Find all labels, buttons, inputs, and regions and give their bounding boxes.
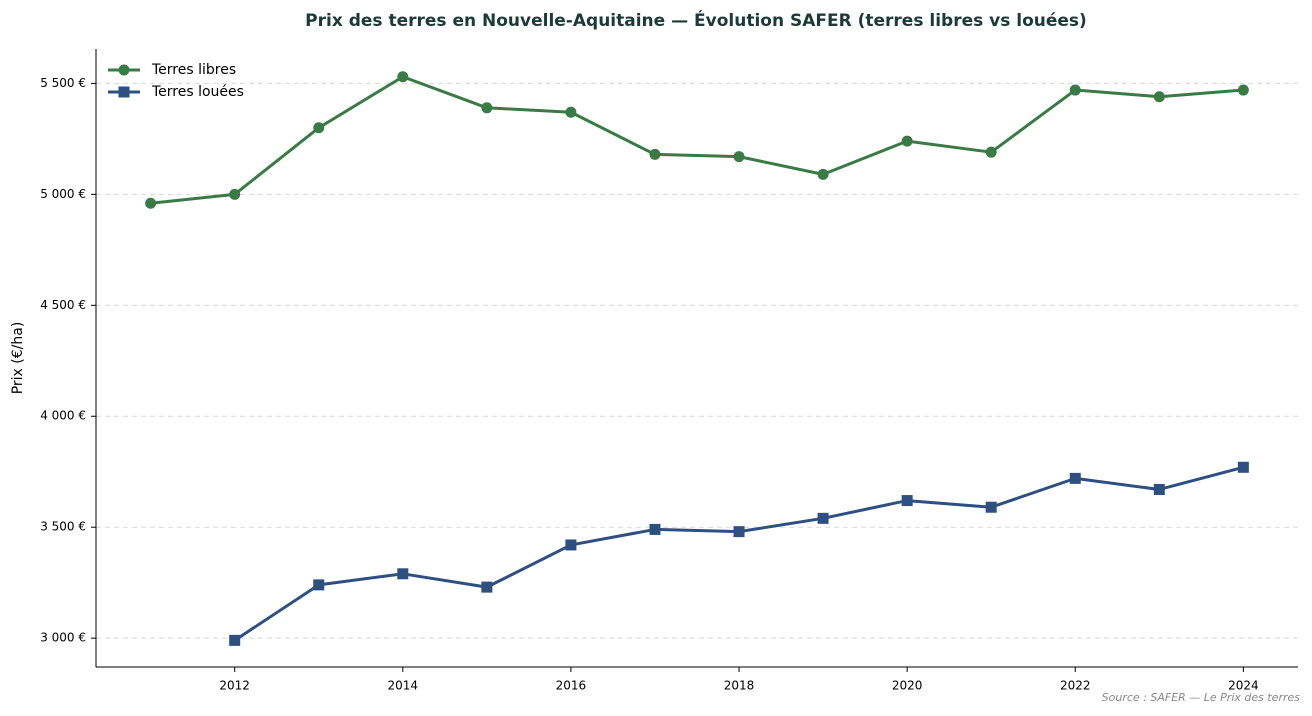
- marker: [118, 64, 130, 76]
- marker: [985, 146, 997, 158]
- chart-title: Prix des terres en Nouvelle-Aquitaine — …: [305, 9, 1087, 31]
- y-tick-label: 3 500 €: [40, 520, 86, 534]
- marker: [145, 197, 157, 209]
- marker: [481, 581, 493, 593]
- y-tick-label: 3 000 €: [40, 631, 86, 645]
- marker: [1069, 472, 1081, 484]
- marker: [649, 148, 661, 160]
- y-tick-label: 5 500 €: [40, 76, 86, 90]
- marker: [1237, 84, 1249, 96]
- y-axis-label: Prix (€/ha): [10, 322, 26, 395]
- marker: [901, 135, 913, 147]
- marker: [229, 188, 241, 200]
- marker: [733, 526, 745, 538]
- marker: [649, 523, 661, 535]
- legend-label: Terres louées: [151, 84, 244, 100]
- y-tick-label: 5 000 €: [40, 187, 86, 201]
- series-line: [233, 465, 1244, 642]
- marker: [565, 539, 577, 551]
- x-tick-label: 2012: [219, 679, 250, 693]
- x-tick-label: 2022: [1060, 679, 1091, 693]
- marker: [1153, 483, 1165, 495]
- source-note: Source : SAFER — Le Prix des terres: [1102, 691, 1301, 704]
- marker: [817, 168, 829, 180]
- x-tick-label: 2018: [724, 679, 755, 693]
- x-tick-label: 2024: [1228, 679, 1259, 693]
- x-tick-label: 2020: [892, 679, 923, 693]
- marker: [565, 106, 577, 118]
- marker: [1153, 91, 1165, 103]
- legend-label: Terres libres: [151, 62, 236, 78]
- marker: [1069, 84, 1081, 96]
- y-tick-label: 4 500 €: [40, 298, 86, 312]
- marker: [397, 71, 409, 83]
- marker: [481, 102, 493, 114]
- marker: [397, 568, 409, 580]
- marker: [313, 579, 325, 591]
- marker: [901, 495, 913, 507]
- marker: [733, 151, 745, 163]
- x-tick-label: 2014: [388, 679, 419, 693]
- series-line: [150, 75, 1244, 205]
- marker: [1237, 461, 1249, 473]
- marker: [817, 512, 829, 524]
- marker: [229, 634, 241, 646]
- marker: [118, 86, 130, 98]
- marker: [985, 501, 997, 513]
- x-tick-label: 2016: [556, 679, 587, 693]
- y-tick-label: 4 000 €: [40, 409, 86, 423]
- marker: [313, 122, 325, 134]
